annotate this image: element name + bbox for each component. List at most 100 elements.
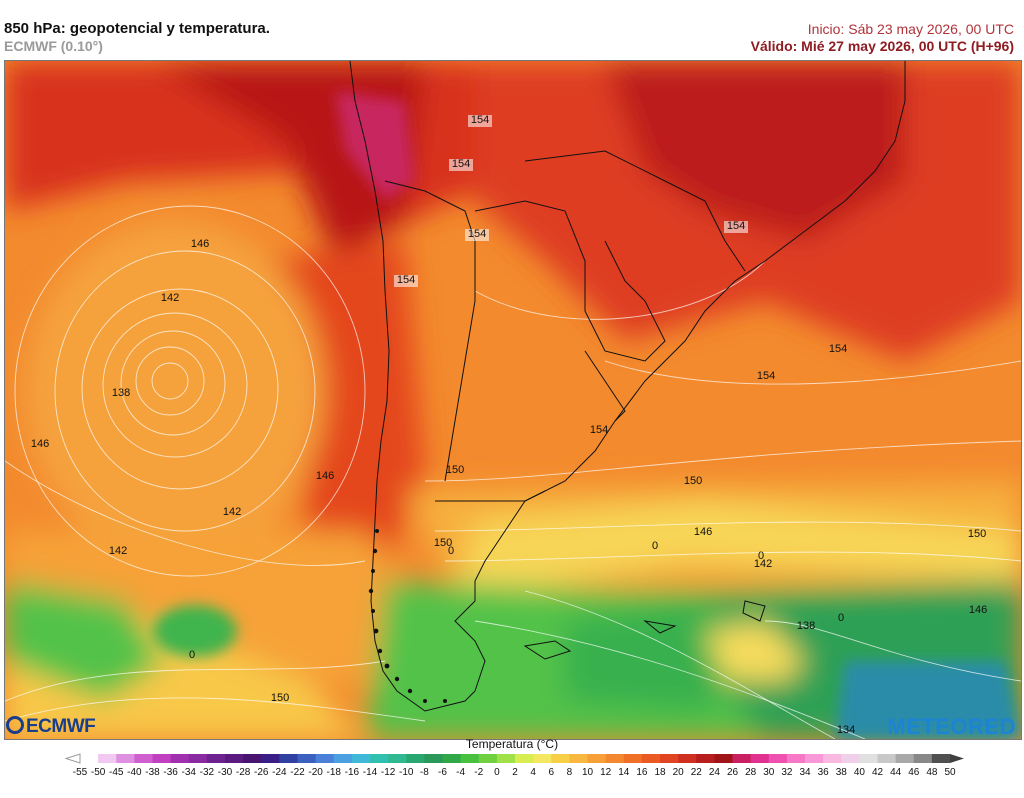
legend-min-arrow [64,753,81,764]
iso-label: 154 [468,228,486,240]
legend-tick-label: 2 [512,767,518,778]
iso-label: 154 [397,274,415,286]
iso-label: 154 [829,343,847,355]
chile-coast-detail [368,529,447,703]
map-title: 850 hPa: geopotencial y temperatura. [4,20,270,37]
legend-tick-label: 40 [854,767,866,778]
legend-tick-label: -38 [145,767,160,778]
legend-swatch [515,754,534,763]
land-outlines [349,61,906,712]
legend-swatch [805,754,824,763]
iso-label: 142 [754,558,772,570]
iso-label: 146 [191,238,209,250]
legend-swatch [225,754,244,763]
iso-label: 154 [452,158,470,170]
legend-tick-label: 0 [494,767,500,778]
meteored-logo: METEORED [887,714,1016,739]
legend-tick-label: -8 [420,767,429,778]
legend-swatch [841,754,860,763]
legend-tick-label: -20 [308,767,323,778]
valid-time: Válido: Mié 27 may 2026, 00 UTC (H+96) [750,38,1014,54]
header-left: 850 hPa: geopotencial y temperatura. ECM… [4,20,270,55]
legend-tick-label: 12 [600,767,612,778]
legend-tick-label: -32 [200,767,215,778]
isohypse-lines [5,205,1021,739]
legend-swatch [696,754,715,763]
legend-tick-label: -2 [474,767,483,778]
legend-swatch [587,754,607,763]
legend-tick-label: -36 [163,767,178,778]
legend-swatch [98,754,117,763]
legend-swatch [188,754,208,763]
isotherm-zero-label: 0 [758,550,764,562]
legend-tick-label: 4 [530,767,536,778]
legend-swatch [823,754,842,763]
iso-label: 146 [969,604,987,616]
weather-map[interactable]: 154 154 154 146 142 138 146 146 142 142 … [5,61,1021,739]
legend-tick-label: -10 [399,767,414,778]
isotherm-zero-label: 0 [448,545,454,557]
legend-tick-label: 22 [691,767,703,778]
legend-tick-label: 24 [709,767,721,778]
legend-tick-label: -6 [438,767,447,778]
iso-label: 138 [797,620,815,632]
legend-max-arrow [950,754,964,763]
iso-label: 154 [757,370,775,382]
legend-swatch [605,754,625,763]
legend-tick-label: -34 [182,767,197,778]
legend-tick-label: -55 [73,767,88,778]
legend-tick-label: -4 [456,767,465,778]
legend-swatch [170,754,190,763]
legend-swatch [406,754,425,763]
legend-swatch [351,754,371,763]
ecmwf-logo: ECMWF [6,716,96,738]
legend-swatch [116,754,135,763]
legend-swatch [551,754,570,763]
isotherm-zero-label: 0 [652,540,658,552]
legend-tick-label: 32 [781,767,793,778]
legend-swatch [678,754,697,763]
legend-swatch [297,754,317,763]
legend-swatch [152,754,172,763]
legend-swatch [315,754,335,763]
isohypse-labels: 154 154 154 146 142 138 146 146 142 142 … [31,114,987,736]
legend-swatch [370,754,389,763]
iso-label: 142 [223,506,241,518]
legend-tick-label: -22 [290,767,305,778]
legend-tick-label: 6 [548,767,554,778]
legend-swatch [206,754,226,763]
legend-swatch [877,754,897,763]
legend-swatch [913,754,933,763]
init-time: Inicio: Sáb 23 may 2026, 00 UTC [807,21,1014,37]
legend-tick-label: -28 [236,767,251,778]
iso-label: 154 [727,220,745,232]
legend-tick-label: -45 [109,767,124,778]
iso-label: 138 [112,387,130,399]
header-right: Inicio: Sáb 23 may 2026, 00 UTC Válido: … [751,20,1014,55]
legend-tick-label: -50 [91,767,106,778]
iso-label: 150 [271,692,289,704]
legend-tick-label: -30 [218,767,233,778]
legend-tick-label: 28 [745,767,757,778]
ecmwf-logo-icon [6,716,24,734]
iso-label: 154 [471,114,489,126]
legend-swatch [478,754,498,763]
model-label: ECMWF (0.10°) [4,38,103,54]
map-panel[interactable]: 154 154 154 146 142 138 146 146 142 142 … [4,60,1022,740]
legend-tick-label: 50 [944,767,956,778]
legend-swatch [424,754,443,763]
isotherm-zero-label: 0 [838,612,844,624]
legend-tick-label: 30 [763,767,775,778]
iso-label: 134 [837,724,855,736]
legend-tick-label: 38 [836,767,848,778]
iso-label: 146 [694,526,712,538]
iso-label: 142 [161,292,179,304]
legend-tick-label: 16 [636,767,648,778]
legend-swatch [931,754,951,763]
legend-tick-label: -40 [127,767,142,778]
legend-swatch [279,754,298,763]
legend-tick-label: 14 [618,767,630,778]
isotherm-zero-label: 0 [189,649,195,661]
legend-swatch [80,754,99,763]
legend-tick-label: 10 [582,767,594,778]
